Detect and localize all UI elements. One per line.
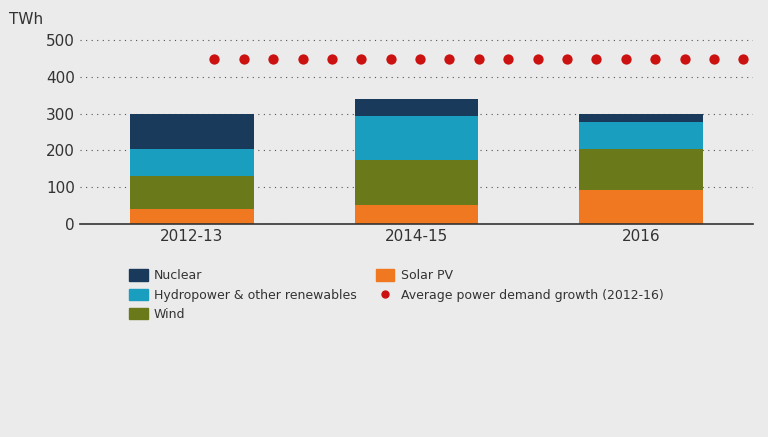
Point <box>237 55 250 62</box>
Point <box>708 55 720 62</box>
Bar <box>131 209 253 224</box>
Legend: Nuclear, Hydropower & other renewables, Wind, Solar PV, Average power demand gro: Nuclear, Hydropower & other renewables, … <box>124 264 668 326</box>
Bar <box>131 176 253 209</box>
Point <box>267 55 280 62</box>
Point <box>443 55 455 62</box>
Bar <box>355 116 478 160</box>
Point <box>502 55 515 62</box>
Bar <box>579 122 703 149</box>
Point <box>678 55 690 62</box>
Bar <box>579 149 703 190</box>
Point <box>766 55 768 62</box>
Point <box>737 55 750 62</box>
Bar <box>355 99 478 116</box>
Point <box>591 55 603 62</box>
Point <box>208 55 220 62</box>
Bar <box>355 160 478 205</box>
Point <box>414 55 426 62</box>
Point <box>620 55 632 62</box>
Bar <box>355 205 478 224</box>
Point <box>473 55 485 62</box>
Bar <box>131 149 253 176</box>
Point <box>649 55 661 62</box>
Bar <box>131 114 253 149</box>
Y-axis label: TWh: TWh <box>8 12 43 28</box>
Bar <box>579 190 703 224</box>
Point <box>355 55 367 62</box>
Bar <box>579 114 703 122</box>
Point <box>561 55 573 62</box>
Point <box>296 55 309 62</box>
Point <box>326 55 338 62</box>
Point <box>531 55 544 62</box>
Point <box>385 55 397 62</box>
